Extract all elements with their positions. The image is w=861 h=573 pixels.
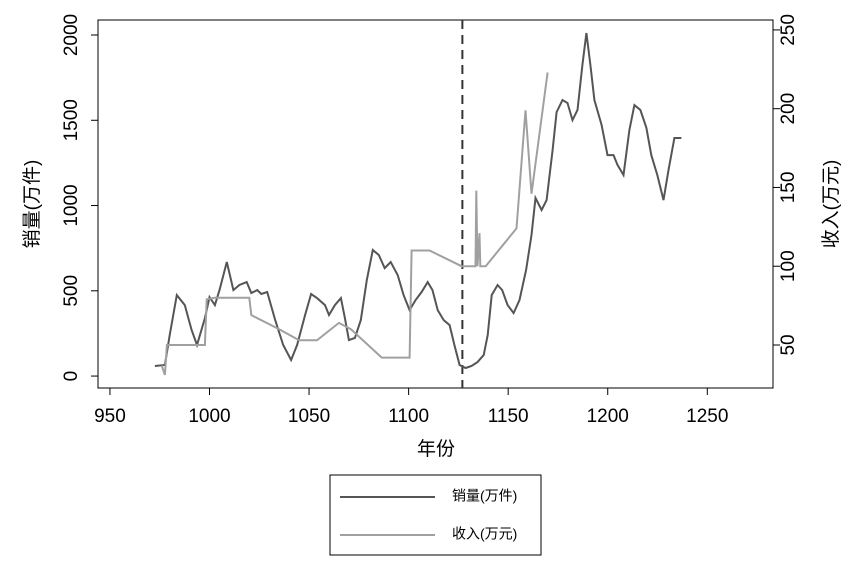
x-tick-label: 1250 <box>686 406 728 427</box>
y2-tick-label: 150 <box>778 172 799 204</box>
plot-frame <box>97 19 774 389</box>
legend-label: 收入(万元) <box>452 526 517 542</box>
y2-axis-label: 收入(万元) <box>820 160 842 249</box>
x-axis-label: 年份 <box>417 438 455 460</box>
y2-tick-label: 250 <box>778 14 799 46</box>
x-tick-label: 950 <box>94 406 126 427</box>
series-line <box>154 32 682 370</box>
y2-tick-label: 200 <box>778 93 799 125</box>
y-axis-label: 销量(万件) <box>21 160 43 249</box>
y-tick-label: 1000 <box>61 184 82 226</box>
y-tick-label: 0 <box>61 371 82 382</box>
legend-label: 销量(万件) <box>452 488 517 504</box>
y2-tick-label: 100 <box>778 250 799 282</box>
y-tick-label: 1500 <box>61 99 82 141</box>
y-tick-label: 2000 <box>61 14 82 56</box>
x-tick-label: 1150 <box>488 406 529 427</box>
y2-tick-label: 50 <box>778 334 799 355</box>
x-tick-label: 1050 <box>288 406 330 427</box>
x-tick-label: 1000 <box>188 406 230 427</box>
y-tick-label: 500 <box>61 275 82 307</box>
x-tick-label: 1100 <box>388 406 429 427</box>
x-tick-label: 1200 <box>587 406 629 427</box>
series-line <box>160 72 549 376</box>
legend-box <box>329 474 542 556</box>
